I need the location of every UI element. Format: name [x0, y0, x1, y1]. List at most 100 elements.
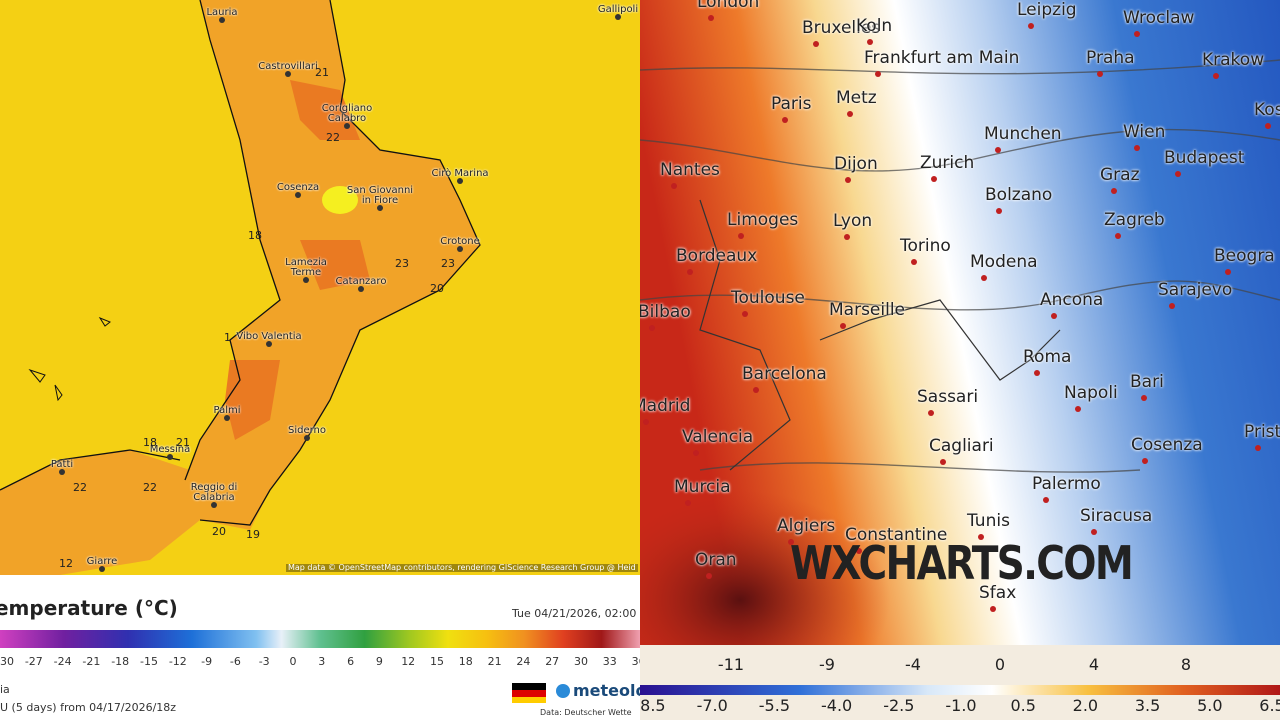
- right-map: [640, 0, 1280, 720]
- scale-tick-label: 36: [631, 655, 640, 668]
- city-label: Ancona: [1040, 290, 1104, 310]
- scale-tick-label: -1.0: [945, 696, 977, 715]
- scale-tick-label: -11: [717, 655, 745, 674]
- city-dot: [457, 246, 463, 252]
- city-label: Cosenza: [1131, 435, 1203, 455]
- city-label: London: [697, 0, 760, 12]
- city-label: Bari: [1130, 372, 1164, 392]
- city-label: Madrid: [640, 396, 691, 416]
- scale-tick-label: -15: [140, 655, 158, 668]
- legend-title: Temperature (°C): [0, 596, 178, 620]
- isoline-label: 18: [143, 436, 157, 449]
- cool-zone: [322, 186, 358, 214]
- scale-tick-label: -9: [201, 655, 213, 668]
- city-label: Metz: [836, 88, 877, 108]
- city-dot: [981, 275, 987, 281]
- watermark: WXCHARTS.COM: [790, 536, 1134, 590]
- city-label: Marseille: [829, 300, 906, 320]
- city-label: Praha: [1086, 48, 1135, 68]
- scale-tick-label: 8: [1180, 655, 1192, 674]
- city-label: Dijon: [834, 154, 878, 174]
- city-label: Paris: [771, 94, 812, 114]
- isoline-label: 22: [143, 481, 157, 494]
- city-label: Toulouse: [731, 288, 805, 308]
- scale-tick-label: -5.5: [758, 696, 790, 715]
- scale-tick-label: 6: [347, 655, 355, 668]
- city-dot: [1255, 445, 1261, 451]
- city-label: Roma: [1023, 347, 1072, 367]
- isoline-label: 20: [212, 525, 226, 538]
- city-dot: [1142, 458, 1148, 464]
- city-label: Constantine: [845, 525, 948, 545]
- city-dot: [685, 500, 691, 506]
- scale-tick-label: -8.5: [640, 696, 666, 715]
- scale-tick-label: -4: [905, 655, 921, 674]
- scale-tick-label: 18: [458, 655, 473, 668]
- city-label: Crotone: [440, 236, 480, 247]
- coastline: [0, 449, 181, 491]
- city-dot: [649, 325, 655, 331]
- city-dot: [1028, 23, 1034, 29]
- city-label: Cosenza: [276, 182, 320, 193]
- legend-date: Tue 04/21/2026, 02:00: [512, 607, 637, 620]
- city-dot: [1075, 406, 1081, 412]
- city-label: Tunis: [967, 511, 1010, 531]
- city-label: Oran: [695, 550, 737, 570]
- color-bar: [0, 630, 640, 648]
- city-label: Siderno: [287, 425, 327, 436]
- city-dot: [285, 71, 291, 77]
- city-label: Graz: [1100, 165, 1140, 185]
- city-label: Bilbao: [640, 302, 691, 322]
- city-dot: [687, 269, 693, 275]
- isoline-label: 22: [326, 131, 340, 144]
- city-label: Sarajevo: [1158, 280, 1233, 300]
- isoline-label: 21: [315, 66, 329, 79]
- scale-tick-label: -24: [53, 655, 72, 668]
- city-dot: [708, 15, 714, 21]
- scale-band: [640, 645, 1280, 685]
- isoline-label: 20: [430, 282, 444, 295]
- city-dot: [167, 454, 173, 460]
- coastline: [184, 0, 281, 481]
- city-label: Barcelona: [742, 364, 827, 384]
- city-label: Pristi: [1244, 422, 1280, 442]
- scale-tick-label: -2.5: [883, 696, 915, 715]
- city-label: Zagreb: [1104, 210, 1165, 230]
- scale-tick-label: 4: [1088, 655, 1100, 674]
- scale-tick-label: 0: [994, 655, 1006, 674]
- city-label: Valencia: [682, 427, 754, 447]
- city-dot: [1134, 31, 1140, 37]
- scale-tick-label: 21: [487, 655, 502, 668]
- scale-tick-label: 24: [516, 655, 531, 668]
- city-dot: [911, 259, 917, 265]
- city-label: Krakow: [1202, 50, 1265, 70]
- isoline-label: 21: [176, 436, 190, 449]
- scale-tick-label: -4.0: [820, 696, 853, 715]
- scale-tick-label: 27: [545, 655, 560, 668]
- city-label: Napoli: [1064, 383, 1118, 403]
- warm-zone: [225, 80, 370, 440]
- city-dot: [1134, 145, 1140, 151]
- city-dot: [788, 539, 794, 545]
- city-label: Algiers: [777, 516, 836, 536]
- scale-tick-label: -7.0: [696, 696, 728, 715]
- city-label: Sassari: [917, 387, 979, 407]
- city-dot: [931, 176, 937, 182]
- flag: [512, 683, 546, 703]
- scale-tick-label: 2.0: [1072, 696, 1099, 715]
- scale-tick-label: 0.5: [1010, 696, 1036, 715]
- scale-tick-label: 5.0: [1197, 696, 1223, 715]
- city-dot: [693, 450, 699, 456]
- islands: [28, 316, 111, 402]
- city-label: Zurich: [920, 153, 975, 173]
- city-label: Koln: [856, 16, 893, 36]
- city-dot: [995, 147, 1001, 153]
- city-dot: [304, 435, 310, 441]
- city-label: Patti: [50, 459, 74, 470]
- scale-tick-label: 9: [375, 655, 383, 668]
- city-dot: [295, 192, 301, 198]
- city-dot: [671, 183, 677, 189]
- city-dot: [840, 323, 846, 329]
- city-dot: [813, 41, 819, 47]
